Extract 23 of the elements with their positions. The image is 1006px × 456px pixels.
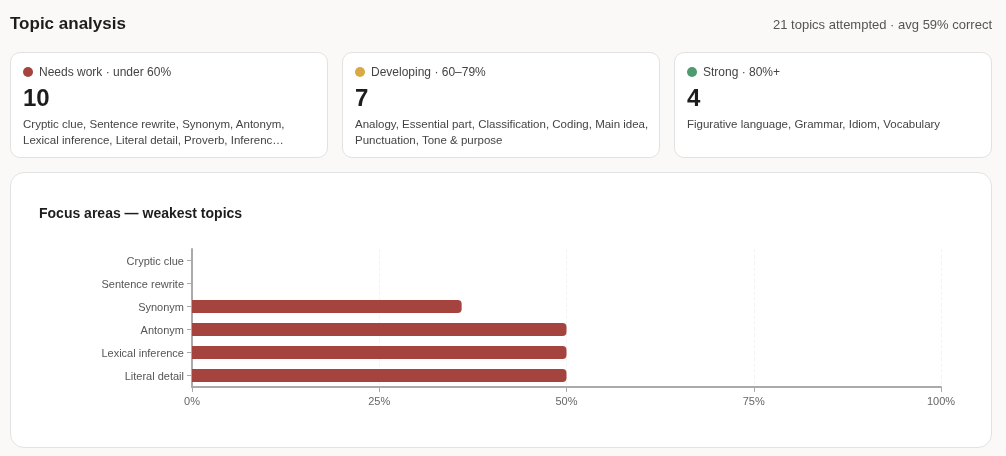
y-tick-label: Antonym [140,323,184,336]
text: Strong · 80%+ [703,65,781,79]
chart-title: Focus areas — weakest topics [39,205,243,221]
x-tick-label: 25% [368,394,391,407]
y-tick-label: Lexical inference [101,346,184,359]
x-tick-label: 100% [926,394,956,407]
y-tick-label: Sentence rewrite [101,277,184,290]
x-tick-label: 0% [184,394,201,407]
text: 21 topics attempted · avg 59% correct [773,17,992,32]
x-tick-label: 50% [555,394,578,407]
text: Cryptic clue, Sentence rewrite, Synonym, Antonym, Lexical inference, Literal detail, Proverb, Inferenc… [23,117,286,148]
x-tick-label: 75% [742,394,765,407]
y-tick-label: Synonym [138,300,184,313]
text: Analogy, Essential part, Classification, Coding, Main idea, Punctuation, Tone & purpose [355,117,650,148]
text: Topic analysis [10,14,126,34]
text: 10 [23,84,51,112]
y-tick-label: Cryptic clue [126,254,184,267]
text: Figurative language, Grammar, Idiom, Vocabulary [687,117,942,132]
text: Needs work · under 60% [39,65,172,79]
y-tick-label: Literal detail [124,369,184,382]
text: 4 [687,84,702,112]
text: 7 [355,84,370,112]
text: Developing · 60–79% [371,65,486,79]
